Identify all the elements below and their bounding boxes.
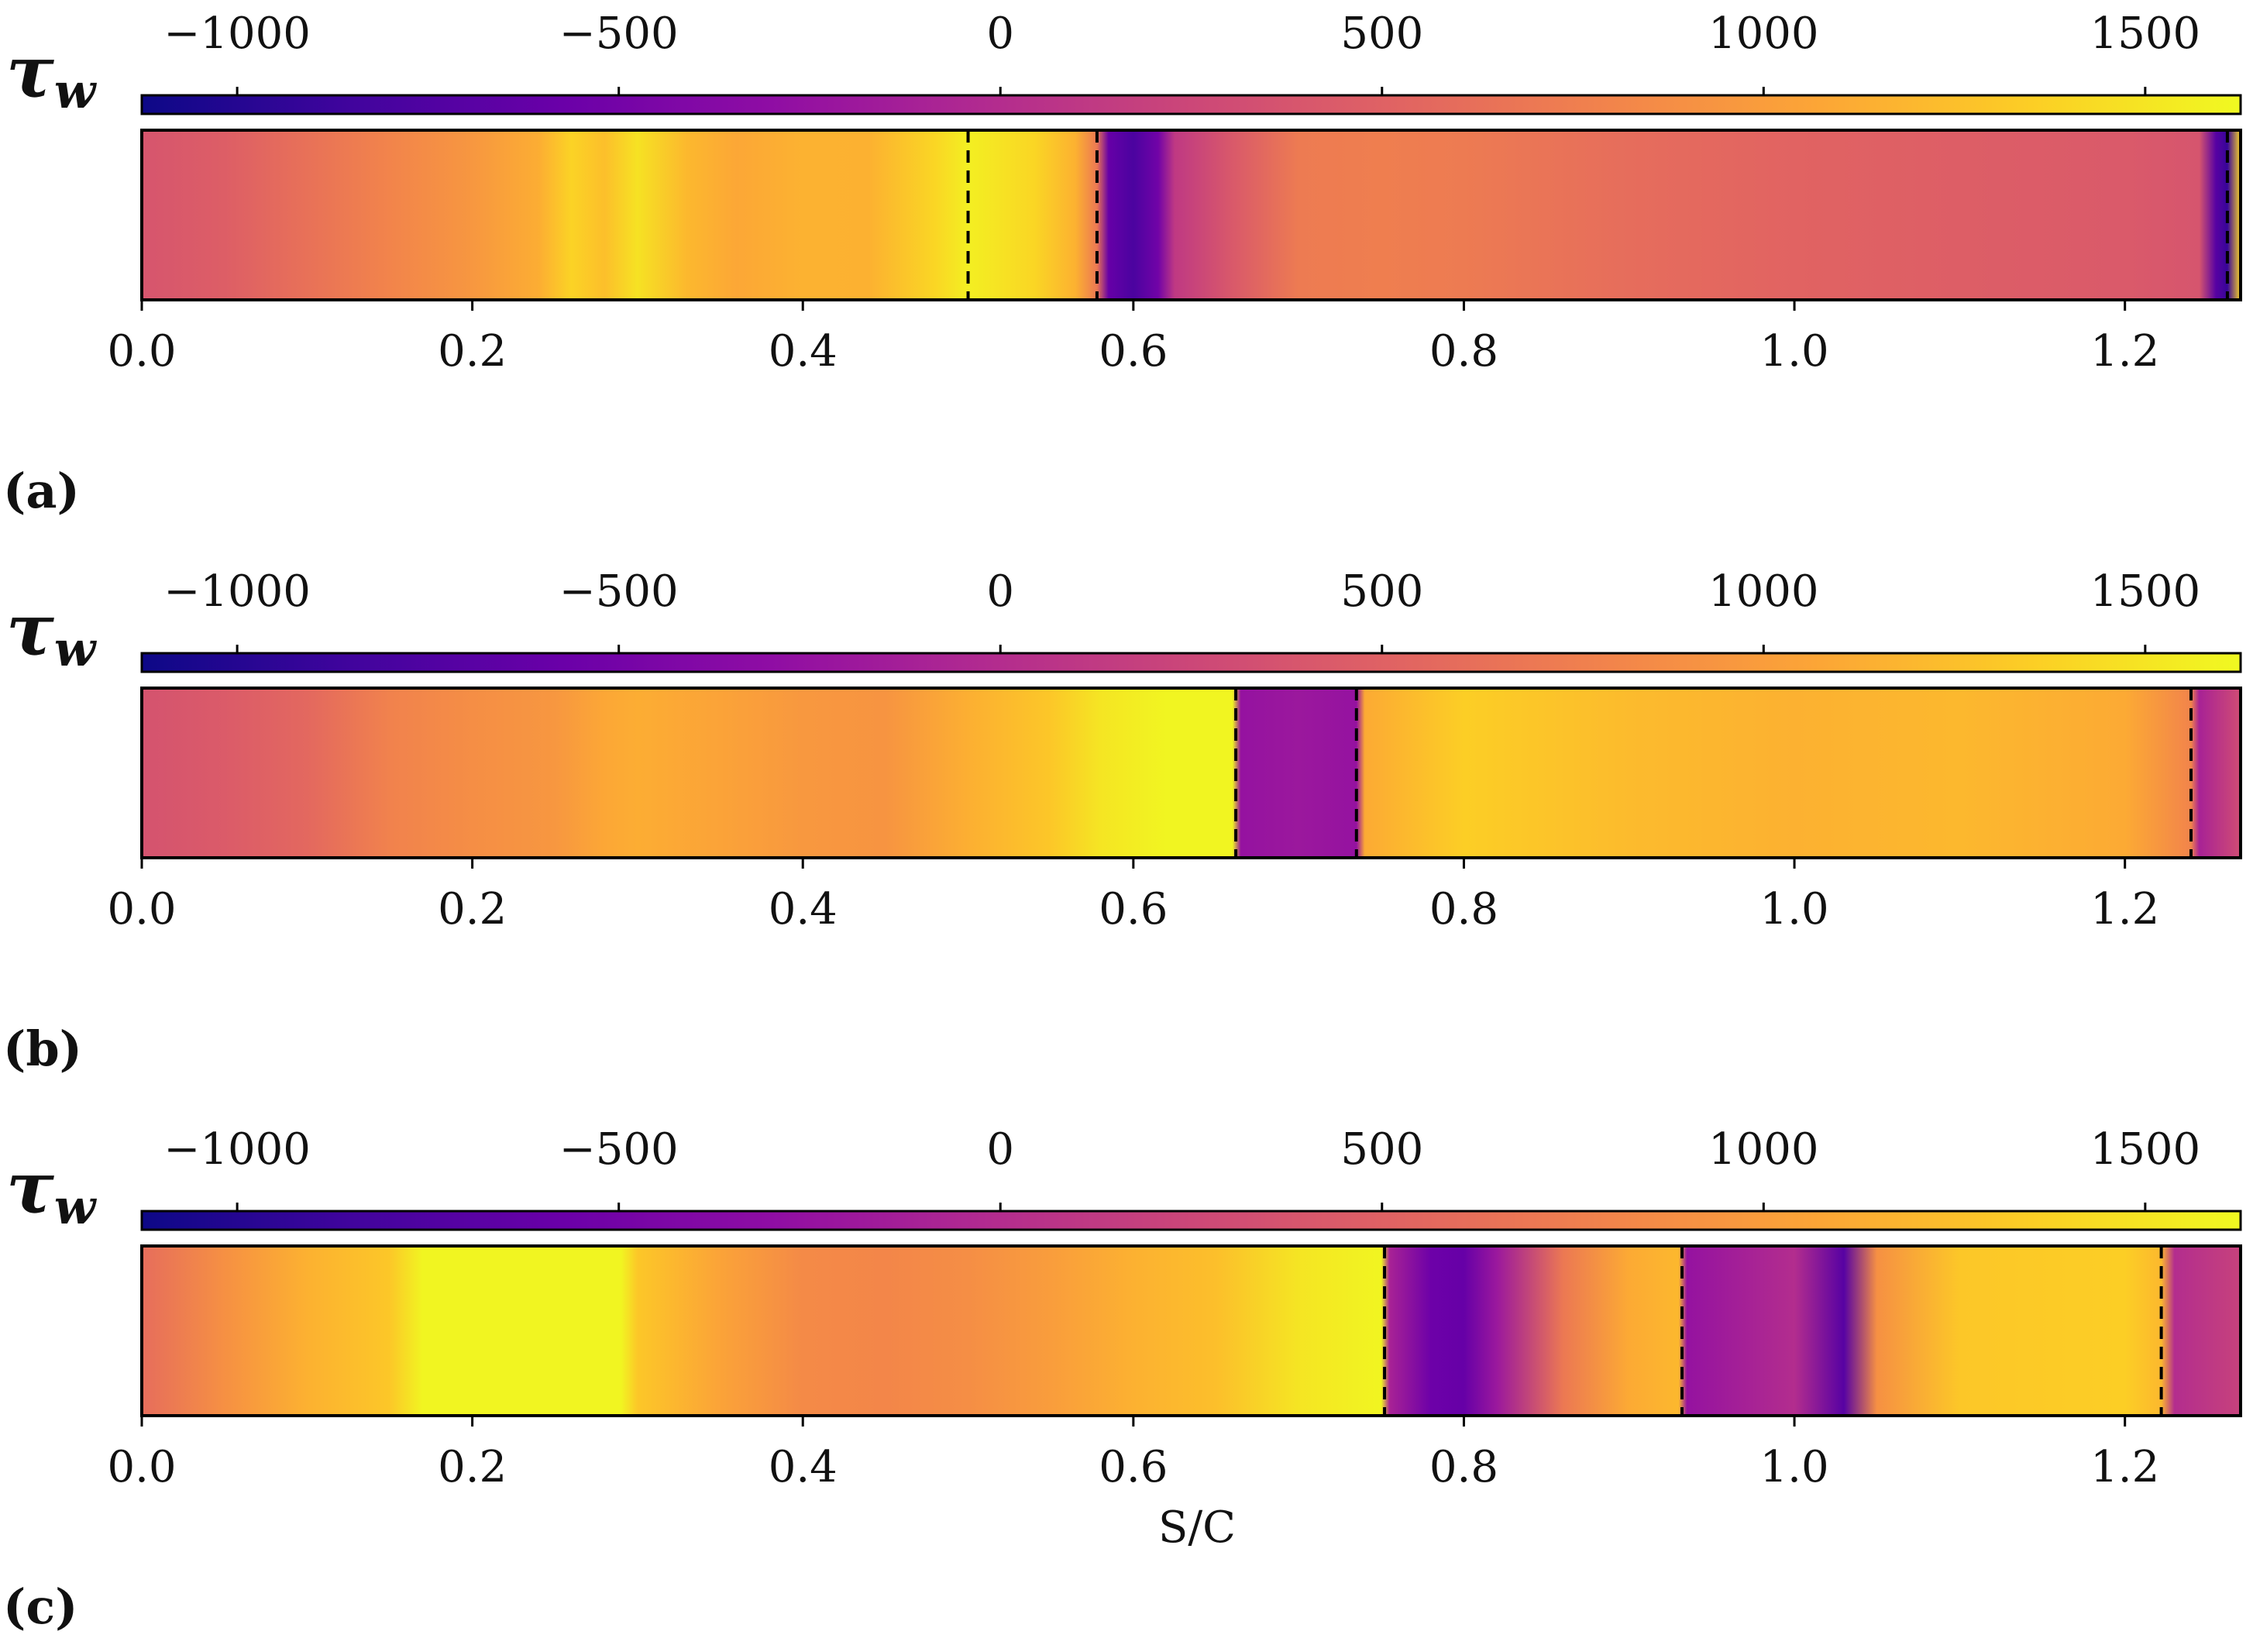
panel-1: −1000 −500 0 500 1000 1500 τw 0.0 0.2 0.4 0.6 0.8 1.…: [3, 9, 2242, 519]
colorbar-tick-label: 1000: [1708, 9, 1819, 59]
x-axis: 0.0 0.2 0.4 0.6 0.8 1.0 1.2: [107, 1416, 2159, 1492]
heatmap-frame: [140, 129, 2242, 301]
x-tick-label: 1.0: [1760, 1442, 1829, 1492]
panel-3: −1000 −500 0 500 1000 1500 τw 0.0 0.2 0.4 0.6 0.8 1.…: [3, 1124, 2242, 1635]
x-tick-label: 1.2: [2090, 326, 2159, 377]
x-tick-label: 0.2: [438, 326, 507, 377]
colorbar-tick-label: 1500: [2090, 9, 2201, 59]
heatmap-strip: [142, 688, 2241, 858]
heatmap-frame: [140, 687, 2242, 859]
x-tick-label: 0.4: [769, 326, 838, 377]
colorbar: −1000 −500 0 500 1000 1500 τw: [6, 1124, 2242, 1235]
colorbar: −1000 −500 0 500 1000 1500 τw: [6, 566, 2242, 677]
colorbar-tick-label: 0: [986, 9, 1014, 59]
x-axis-title: S/C: [1158, 1502, 1236, 1553]
x-tick-label: 0.0: [107, 884, 176, 934]
colorbar: −1000 −500 0 500 1000 1500 τw: [6, 9, 2242, 119]
x-tick-label: 0.8: [1429, 1442, 1498, 1492]
colorbar-tick-label: −1000: [163, 566, 310, 617]
colorbar-tick-label: −500: [559, 1124, 679, 1175]
colorbar-gradient: [140, 94, 2242, 115]
x-tick-label: 1.2: [2090, 1442, 2159, 1492]
colorbar-title: τw: [6, 588, 98, 677]
x-tick-label: 1.0: [1760, 884, 1829, 934]
panel-label: (c): [3, 1578, 77, 1635]
heatmap-strip: [142, 130, 2241, 300]
x-tick-label: 0.8: [1429, 326, 1498, 377]
colorbar-tick-label: 0: [986, 566, 1014, 617]
panel-2: −1000 −500 0 500 1000 1500 τw 0.0 0.2 0.4 0.6 0.8 1.…: [3, 566, 2242, 1077]
x-tick-label: 1.2: [2090, 884, 2159, 934]
colorbar-tick-label: 500: [1340, 9, 1423, 59]
colorbar-gradient: [140, 1210, 2242, 1231]
colorbar-gradient: [140, 652, 2242, 673]
heatmap-strip: [142, 1246, 2241, 1416]
colorbar-tick-label: −1000: [163, 1124, 310, 1175]
x-tick-label: 0.0: [107, 326, 176, 377]
x-tick-label: 0.6: [1099, 1442, 1168, 1492]
colorbar-title-symbol: τ: [6, 1146, 54, 1230]
colorbar-tick-label: 500: [1340, 566, 1423, 617]
panel-label: (a): [3, 463, 80, 519]
colorbar-tick-label: −1000: [163, 9, 310, 59]
colorbar-tick-label: 1500: [2090, 1124, 2201, 1175]
colorbar-title: τw: [6, 1146, 98, 1235]
colorbar-title-symbol: τ: [6, 588, 54, 672]
colorbar-tick-label: −500: [559, 566, 679, 617]
colorbar-tick-label: −500: [559, 9, 679, 59]
colorbar-title-subscript: w: [54, 63, 98, 119]
colorbar-tick-label: 0: [986, 1124, 1014, 1175]
colorbar-title-subscript: w: [54, 621, 98, 677]
x-tick-label: 0.2: [438, 884, 507, 934]
colorbar-tick-label: 500: [1340, 1124, 1423, 1175]
x-tick-label: 0.4: [769, 884, 838, 934]
colorbar-title: τw: [6, 30, 98, 119]
x-tick-label: 0.4: [769, 1442, 838, 1492]
x-tick-label: 0.6: [1099, 884, 1168, 934]
x-tick-label: 0.2: [438, 1442, 507, 1492]
x-axis: 0.0 0.2 0.4 0.6 0.8 1.0 1.2: [107, 858, 2159, 934]
colorbar-tick-label: 1000: [1708, 1124, 1819, 1175]
colorbar-tick-label: 1500: [2090, 566, 2201, 617]
colorbar-title-symbol: τ: [6, 30, 54, 114]
x-tick-label: 0.0: [107, 1442, 176, 1492]
heatmap-frame: [140, 1244, 2242, 1417]
x-tick-label: 1.0: [1760, 326, 1829, 377]
x-tick-label: 0.6: [1099, 326, 1168, 377]
x-axis: 0.0 0.2 0.4 0.6 0.8 1.0 1.2: [107, 300, 2159, 377]
panel-label: (b): [3, 1020, 82, 1077]
colorbar-tick-label: 1000: [1708, 566, 1819, 617]
colorbar-title-subscript: w: [54, 1179, 98, 1235]
x-tick-label: 0.8: [1429, 884, 1498, 934]
